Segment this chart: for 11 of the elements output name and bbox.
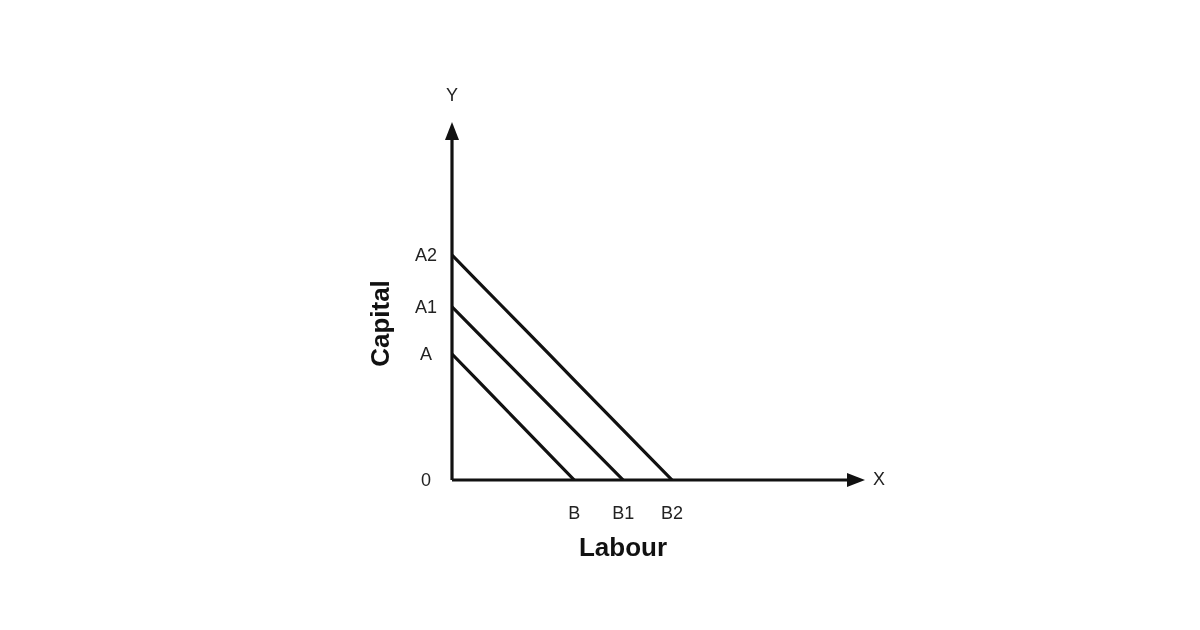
- text: X: [873, 469, 886, 490]
- text: A: [419, 344, 433, 365]
- text: 0: [420, 470, 432, 491]
- x-tick-label: B2: [661, 502, 684, 523]
- x-tick-label: B: [568, 502, 581, 523]
- y-axis-title: Capital: [364, 279, 396, 369]
- text: Y: [445, 85, 459, 106]
- x-axis-title: Labour: [577, 532, 669, 563]
- text: A1: [414, 297, 438, 318]
- x-tick-label: B1: [612, 502, 635, 523]
- text: A2: [414, 245, 438, 266]
